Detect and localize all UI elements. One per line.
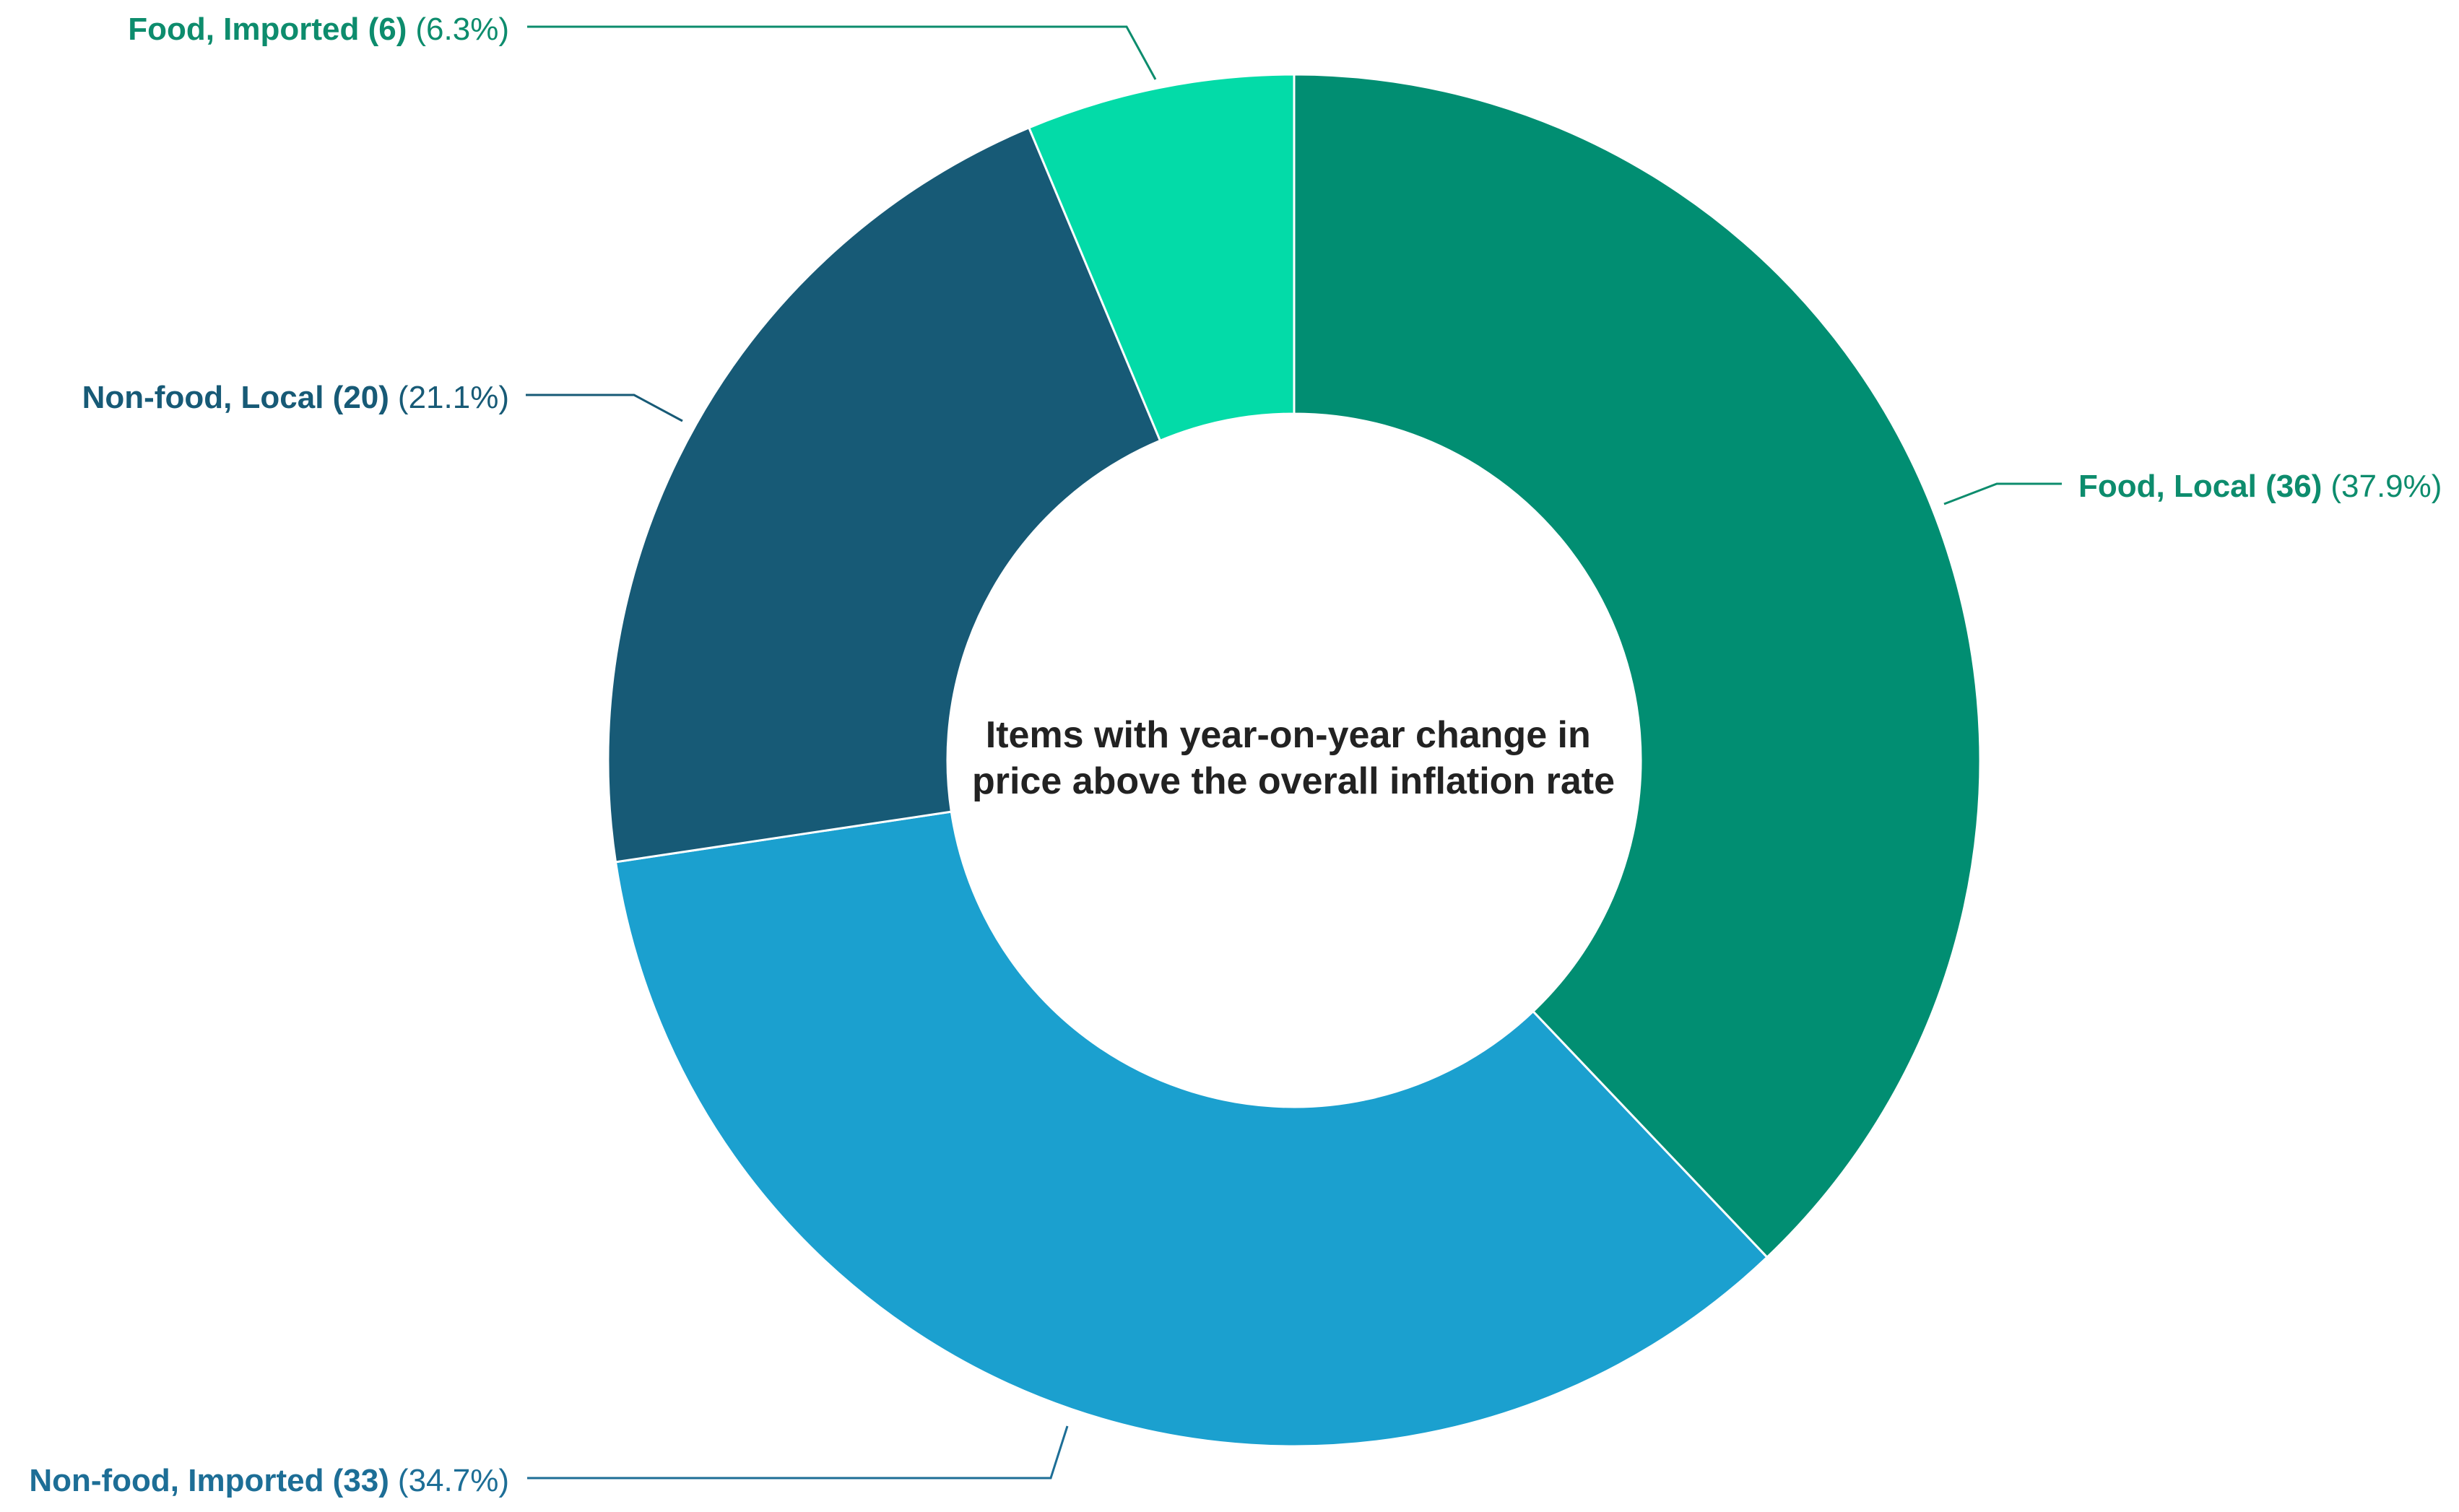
slice-label-non-food-imported: Non-food, Imported (33) (34.7%) — [29, 1463, 509, 1498]
slice-label-name: Non-food, Local (20) — [82, 380, 389, 415]
slice-label-non-food-local: Non-food, Local (20) (21.1%) — [82, 380, 509, 415]
slice-label-percent: (6.3%) — [415, 12, 509, 47]
chart-title: Items with year-on-year change in price … — [972, 714, 1615, 802]
chart-title-line-2: price above the overall inflation rate — [972, 760, 1615, 802]
chart-title-line-1: Items with year-on-year change in — [986, 714, 1591, 756]
slice-food-imported[interactable] — [1027, 73, 1296, 443]
leader-line-food-local — [1943, 482, 2062, 505]
slice-non-food-local[interactable] — [607, 126, 1162, 864]
slice-label-food-imported: Food, Imported (6) (6.3%) — [128, 12, 509, 47]
slice-food-local[interactable] — [1293, 73, 1982, 1259]
slice-non-food-imported[interactable] — [614, 810, 1769, 1448]
slice-label-name: Non-food, Imported (33) — [29, 1463, 389, 1498]
leader-line-non-food-local — [526, 394, 683, 422]
slice-label-percent: (34.7%) — [398, 1463, 509, 1498]
slice-label-name: Food, Local (36) — [2078, 469, 2322, 504]
leader-lines-layer — [526, 25, 2062, 1480]
slice-label-food-local: Food, Local (36) (37.9%) — [2078, 469, 2442, 504]
slices-layer — [607, 73, 1982, 1448]
slice-label-name: Food, Imported (6) — [128, 12, 407, 47]
slice-labels-layer: Food, Local (36) (37.9%) Non-food, Importe… — [29, 12, 2442, 1498]
leader-line-non-food-imported — [527, 1425, 1069, 1480]
slice-label-percent: (21.1%) — [398, 380, 509, 415]
leader-line-food-imported — [527, 25, 1157, 80]
slice-label-percent: (37.9%) — [2330, 469, 2442, 504]
